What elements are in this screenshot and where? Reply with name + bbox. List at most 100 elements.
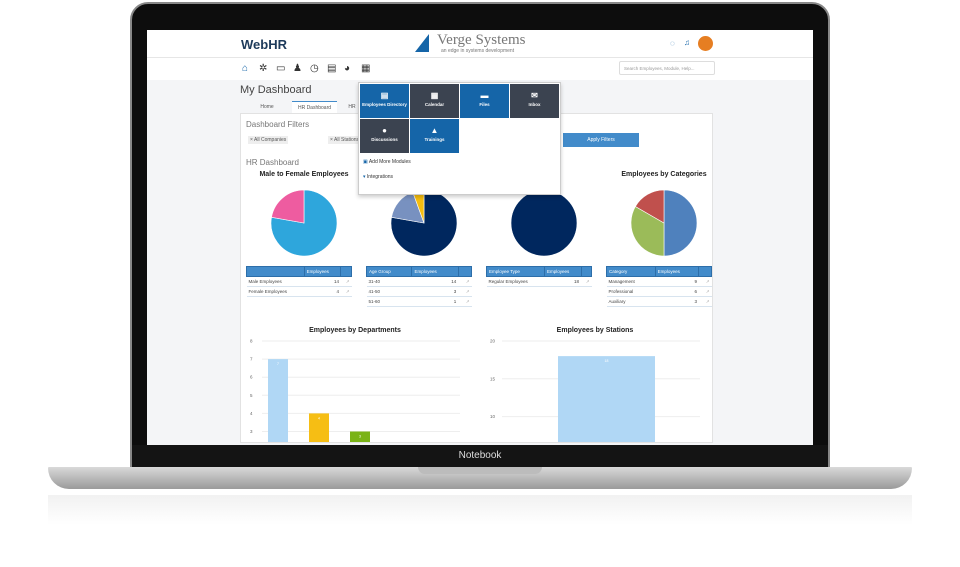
pie-chart — [630, 189, 698, 257]
row-value: 9 — [655, 276, 699, 287]
module-tile[interactable]: ▲ Trainings — [410, 119, 459, 153]
pie-chart-icon[interactable]: ◕ — [344, 63, 351, 74]
tab-home[interactable]: Home — [260, 104, 274, 110]
pie-slice[interactable] — [663, 189, 698, 257]
bell-icon[interactable]: ♫ — [684, 38, 690, 47]
filter-chip-companies[interactable]: × All Companies — [248, 136, 289, 144]
apply-filters-button[interactable]: Apply Filters — [563, 133, 639, 147]
avatar[interactable] — [698, 36, 713, 51]
pie-slice[interactable] — [510, 189, 578, 257]
col-header: Category — [606, 266, 656, 277]
y-tick-label: 6 — [250, 375, 253, 380]
modules-dropdown: ▣ Add More Modules ▾ Integrations ▤ Emplo… — [358, 82, 561, 195]
calculator-icon[interactable]: ▤ — [327, 63, 337, 74]
webhr-logo[interactable]: WebHR — [241, 37, 287, 52]
brand: Verge Systems an edge in systems developm… — [437, 32, 525, 54]
chart-title: Employees by Categories — [621, 171, 707, 178]
laptop-label: Notebook — [458, 450, 502, 461]
row-label: Auxiliary — [606, 296, 656, 307]
module-tile[interactable]: ▦ Calendar — [410, 84, 459, 118]
y-tick-label: 20 — [490, 339, 496, 344]
row-value: 3 — [655, 296, 699, 307]
tagline: an edge in systems development — [441, 48, 515, 54]
row-value: 18 — [544, 276, 582, 287]
module-icon: ▬ — [480, 91, 489, 100]
edit-icon[interactable]: ↗ — [340, 276, 352, 287]
bar-label: 3 — [359, 435, 361, 439]
edit-icon[interactable]: ↗ — [340, 286, 352, 297]
pie-slice[interactable] — [271, 189, 305, 224]
col-header: Employees — [544, 266, 582, 277]
bar[interactable] — [558, 356, 655, 442]
integrations-link[interactable]: ▾ Integrations — [363, 174, 393, 180]
bar-label: 4 — [318, 416, 320, 420]
tab-hr-dashboard[interactable]: HR Dashboard — [292, 101, 337, 113]
pie-slice[interactable] — [635, 189, 665, 224]
tile-label: Files — [479, 102, 490, 107]
y-tick-label: 10 — [490, 414, 496, 419]
row-value: 14 — [411, 276, 459, 287]
module-icon: ▲ — [430, 126, 439, 135]
plus-square-icon: ▣ — [363, 159, 369, 165]
screen: WebHR Verge Systems an edge in systems de… — [147, 30, 813, 445]
module-icon: ▦ — [430, 91, 439, 100]
chat-icon[interactable]: ◌ — [670, 39, 675, 48]
col-header: Employee Type — [485, 266, 546, 277]
module-tile[interactable]: ▬ Files — [460, 84, 509, 118]
grid-icon[interactable]: ▦ — [361, 63, 371, 74]
id-card-icon[interactable]: ▭ — [276, 63, 286, 74]
edit-icon[interactable]: ↗ — [458, 276, 472, 287]
gear-icon[interactable]: ✲ — [259, 63, 268, 74]
row-label: Management — [606, 276, 656, 287]
tile-label: Inbox — [528, 102, 541, 107]
edit-icon[interactable]: ↗ — [698, 296, 712, 307]
filter-chip-stations[interactable]: × All Stations — [328, 136, 362, 144]
filters-title: Dashboard Filters — [246, 120, 310, 129]
link-label: Integrations — [366, 174, 394, 180]
edit-icon[interactable]: ↗ — [698, 286, 712, 297]
table-header: Age Group Employees — [365, 266, 473, 277]
clock-icon[interactable]: ◷ — [310, 63, 319, 74]
table-header: Category Employees — [606, 266, 712, 277]
home-icon[interactable]: ⌂ — [242, 63, 249, 74]
data-table: Employees Male Employees 14 ↗ Female Employe… — [246, 266, 352, 297]
row-value: 6 — [655, 286, 699, 297]
verge-logo-mark — [415, 34, 429, 52]
dashboard-panel: Dashboard Filters × All Companies × All … — [240, 113, 713, 443]
table-row: 51-60 1 ↗ — [366, 296, 472, 307]
col-header — [246, 266, 305, 277]
module-tile[interactable]: ▤ Employees Directory — [360, 84, 409, 118]
y-tick-label: 5 — [250, 393, 253, 398]
users-icon[interactable]: ♟ — [293, 63, 302, 74]
pie-chart — [510, 189, 578, 257]
edit-icon[interactable]: ↗ — [458, 286, 472, 297]
table-row: Male Employees 14 ↗ — [246, 276, 352, 287]
row-label: 31-40 — [366, 276, 412, 287]
module-icon: ● — [382, 126, 387, 135]
module-nav: ⌂ ✲ ▭ ♟ ◷ ▤ ◕ ▦ Search Employees, Module, Help..… — [147, 58, 813, 80]
hr-dashboard-title: HR Dashboard — [246, 158, 299, 167]
col-header: Employees — [411, 266, 459, 277]
bar[interactable] — [268, 359, 288, 442]
pie-slice[interactable] — [630, 206, 665, 257]
edit-icon[interactable]: ↗ — [698, 276, 712, 287]
table-row: 41-50 3 ↗ — [366, 286, 472, 297]
edit-icon[interactable]: ↗ — [581, 276, 592, 287]
table-row: Professional 6 ↗ — [606, 286, 712, 297]
edit-icon[interactable]: ↗ — [458, 296, 472, 307]
y-tick-label: 15 — [490, 376, 496, 381]
laptop-notch — [418, 467, 542, 474]
col-header: Age Group — [365, 266, 413, 277]
module-tile[interactable]: ✉ Inbox — [510, 84, 559, 118]
module-tile[interactable]: ● Discussions — [360, 119, 409, 153]
bar-label: 7 — [277, 362, 279, 366]
add-more-modules-link[interactable]: ▣ Add More Modules — [363, 159, 411, 165]
row-label: Female Employees — [246, 286, 305, 297]
col-header: Employees — [654, 266, 700, 277]
tab-hr[interactable]: HR — [348, 104, 356, 110]
brand-name: Verge Systems — [437, 32, 526, 48]
bar[interactable] — [350, 431, 370, 443]
laptop-base — [48, 467, 912, 489]
bar[interactable] — [309, 413, 329, 442]
search-input[interactable]: Search Employees, Module, Help... — [619, 61, 715, 75]
